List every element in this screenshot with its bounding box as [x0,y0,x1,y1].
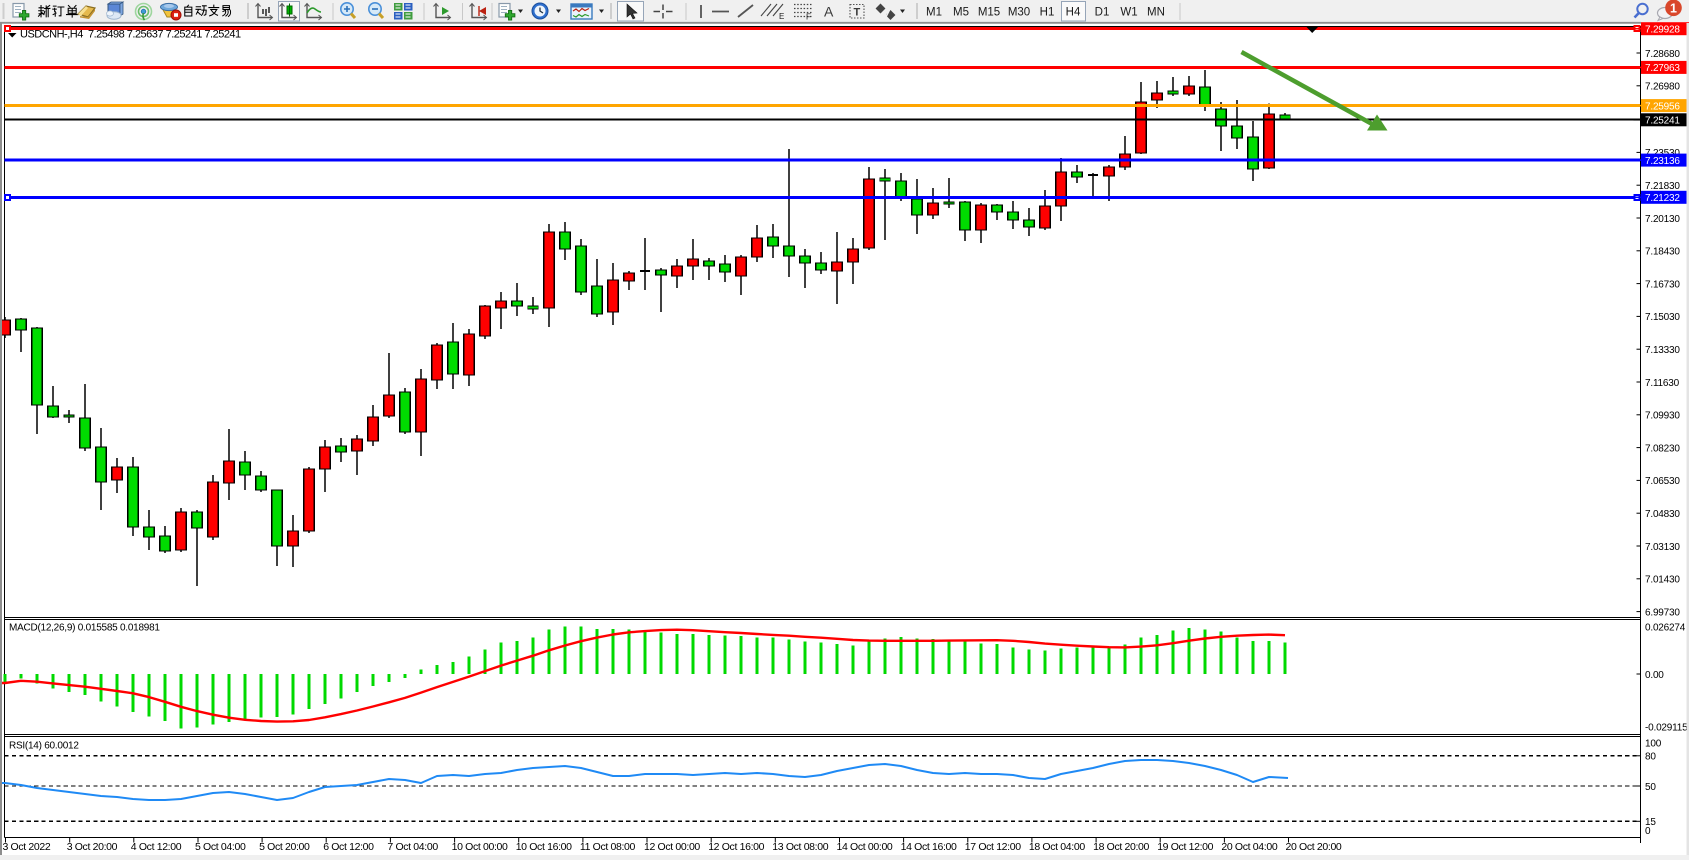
svg-text:7.26980: 7.26980 [1645,82,1680,93]
svg-text:5 Oct 04:00: 5 Oct 04:00 [195,841,246,853]
svg-text:7.29928: 7.29928 [1645,25,1680,36]
svg-text:3 Oct 2022: 3 Oct 2022 [3,841,51,853]
svg-text:M5: M5 [953,7,969,19]
svg-text:7.18430: 7.18430 [1645,247,1680,258]
svg-text:7.15030: 7.15030 [1645,312,1680,323]
svg-text:10 Oct 16:00: 10 Oct 16:00 [516,841,572,853]
svg-text:M1: M1 [926,7,942,19]
svg-text:F: F [806,13,811,22]
svg-text:H1: H1 [1040,7,1055,19]
svg-text:3 Oct 20:00: 3 Oct 20:00 [67,841,118,853]
svg-text:13 Oct 08:00: 13 Oct 08:00 [772,841,828,853]
svg-text:7.27963: 7.27963 [1645,63,1680,74]
svg-text:7.03130: 7.03130 [1645,542,1680,553]
svg-text:20 Oct 20:00: 20 Oct 20:00 [1286,841,1342,853]
svg-text:0.026274: 0.026274 [1645,622,1686,633]
svg-text:MACD(12,26,9) 0.015585 0.01898: MACD(12,26,9) 0.015585 0.018981 [9,623,160,634]
svg-text:7.28680: 7.28680 [1645,49,1680,60]
svg-text:12 Oct 16:00: 12 Oct 16:00 [708,841,764,853]
svg-text:H4: H4 [1066,7,1081,19]
svg-text:W1: W1 [1120,7,1137,19]
svg-text:4 Oct 12:00: 4 Oct 12:00 [131,841,182,853]
svg-text:7 Oct 04:00: 7 Oct 04:00 [387,841,438,853]
svg-text:7.08230: 7.08230 [1645,443,1680,454]
svg-text:7.25956: 7.25956 [1645,101,1680,112]
svg-text:7.23136: 7.23136 [1645,156,1680,167]
svg-text:10 Oct 00:00: 10 Oct 00:00 [452,841,508,853]
svg-text:RSI(14) 60.0012: RSI(14) 60.0012 [9,741,79,752]
svg-text:17 Oct 12:00: 17 Oct 12:00 [965,841,1021,853]
svg-text:14 Oct 00:00: 14 Oct 00:00 [837,841,893,853]
svg-text:0.00: 0.00 [1645,670,1664,681]
svg-text:7.20130: 7.20130 [1645,214,1680,225]
svg-text:-0.029115: -0.029115 [1645,722,1688,733]
svg-text:7.01430: 7.01430 [1645,575,1680,586]
svg-text:7.06530: 7.06530 [1645,476,1680,487]
svg-text:6 Oct 12:00: 6 Oct 12:00 [323,841,374,853]
svg-text:T: T [854,7,861,19]
svg-text:7.13330: 7.13330 [1645,345,1680,356]
svg-text:80: 80 [1645,752,1656,763]
svg-text:7.25241: 7.25241 [1645,116,1680,127]
svg-text:7.16730: 7.16730 [1645,279,1680,290]
svg-text:1: 1 [1670,1,1677,15]
svg-text:7.09930: 7.09930 [1645,411,1680,422]
svg-text:5 Oct 20:00: 5 Oct 20:00 [259,841,310,853]
svg-text:14 Oct 16:00: 14 Oct 16:00 [901,841,957,853]
svg-text:A: A [824,4,834,20]
svg-text:E: E [779,12,784,21]
svg-text:MN: MN [1147,7,1165,19]
svg-text:0: 0 [1645,826,1651,837]
svg-text:20 Oct 04:00: 20 Oct 04:00 [1221,841,1277,853]
svg-text:M30: M30 [1008,7,1030,19]
svg-text:18 Oct 04:00: 18 Oct 04:00 [1029,841,1085,853]
svg-text:USDCNH-,H4 7.25498 7.25637 7.: USDCNH-,H4 7.25498 7.25637 7.25241 7.252… [20,29,241,41]
svg-text:6.99730: 6.99730 [1645,607,1680,618]
svg-text:7.11630: 7.11630 [1645,378,1680,389]
svg-text:D1: D1 [1095,7,1110,19]
svg-text:12 Oct 00:00: 12 Oct 00:00 [644,841,700,853]
svg-text:7.04830: 7.04830 [1645,509,1680,520]
svg-text:19 Oct 12:00: 19 Oct 12:00 [1157,841,1213,853]
svg-text:11 Oct 08:00: 11 Oct 08:00 [580,841,636,853]
svg-text:100: 100 [1645,738,1662,749]
svg-text:7.21232: 7.21232 [1645,193,1680,204]
svg-text:M15: M15 [978,7,1000,19]
svg-text:7.21830: 7.21830 [1645,181,1680,192]
svg-text:50: 50 [1645,782,1656,793]
svg-text:18 Oct 20:00: 18 Oct 20:00 [1093,841,1149,853]
